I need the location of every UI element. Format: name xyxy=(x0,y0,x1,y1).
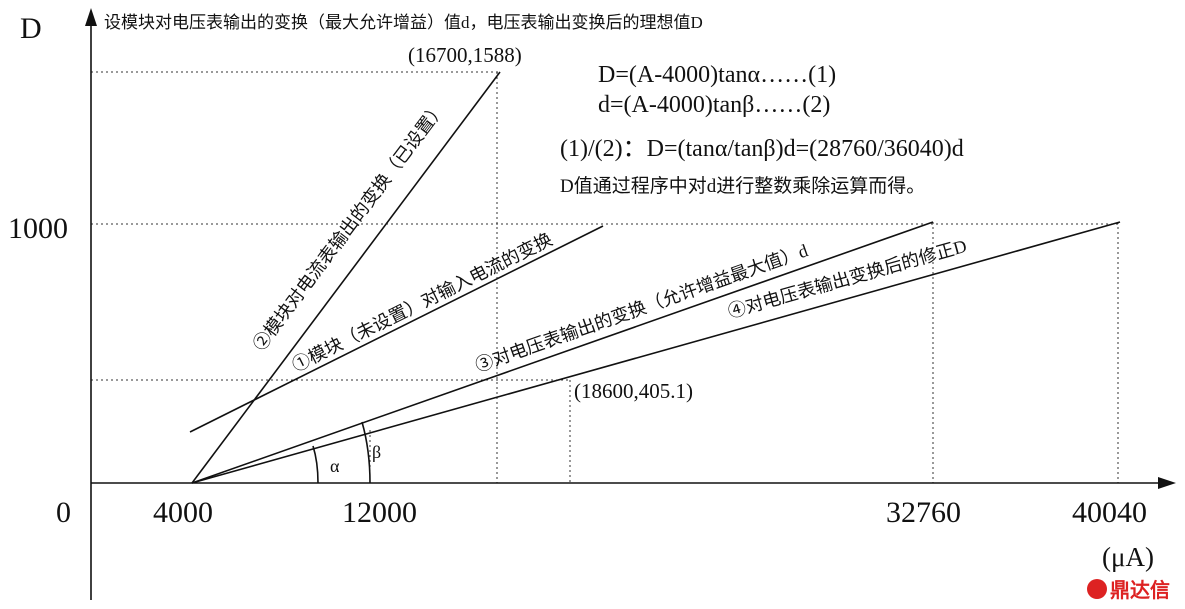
formula: (1)/(2)：D=(tanα/tanβ)d=(28760/36040)d xyxy=(560,136,964,162)
watermark-icon xyxy=(1087,579,1107,599)
x-tick-label: 40040 xyxy=(1072,496,1147,529)
y-tick-label: 1000 xyxy=(8,212,68,245)
y-axis-label: D xyxy=(20,12,42,45)
x-tick-label: 12000 xyxy=(342,496,417,529)
note: D值通过程序中对d进行整数乘除运算而得。 xyxy=(560,175,925,197)
angle-label: α xyxy=(330,456,340,476)
line-label: ②模块对电流表输出的变换（已设置） xyxy=(249,98,449,354)
formula: d=(A-4000)tanβ……(2) xyxy=(598,92,830,118)
angle-label: β xyxy=(372,442,381,462)
line-label: ④对电压表输出变换后的修正D xyxy=(726,236,969,322)
watermark: 鼎达信 xyxy=(1110,578,1170,602)
point-label: (18600,405.1) xyxy=(574,379,693,403)
title: 设模块对电压表输出的变换（最大允许增益）值d，电压表输出变换后的理想值D xyxy=(104,13,703,32)
x-tick-label: 4000 xyxy=(153,496,213,529)
point-label: (16700,1588) xyxy=(408,43,522,67)
axes xyxy=(85,8,1176,600)
x-unit: (μA) xyxy=(1102,542,1154,572)
formula: D=(A-4000)tanα……(1) xyxy=(598,62,836,88)
x-tick-label: 32760 xyxy=(886,496,961,529)
guides xyxy=(91,71,1120,483)
y-tick-label: 0 xyxy=(56,496,71,529)
transfer-lines xyxy=(189,71,1121,484)
